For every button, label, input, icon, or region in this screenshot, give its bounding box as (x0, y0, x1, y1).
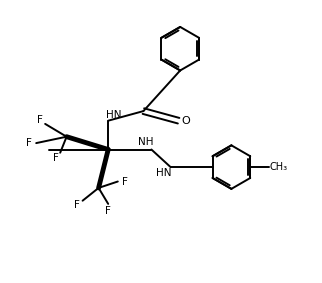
Text: HN: HN (156, 168, 172, 178)
Text: F: F (122, 177, 128, 186)
Text: CH₃: CH₃ (269, 162, 288, 172)
Text: F: F (26, 138, 32, 148)
Text: F: F (53, 153, 59, 163)
Text: O: O (181, 116, 190, 126)
Text: NH: NH (138, 137, 153, 147)
Text: HN: HN (106, 110, 121, 120)
Text: F: F (37, 115, 43, 125)
Text: F: F (105, 206, 111, 216)
Text: F: F (74, 200, 80, 210)
